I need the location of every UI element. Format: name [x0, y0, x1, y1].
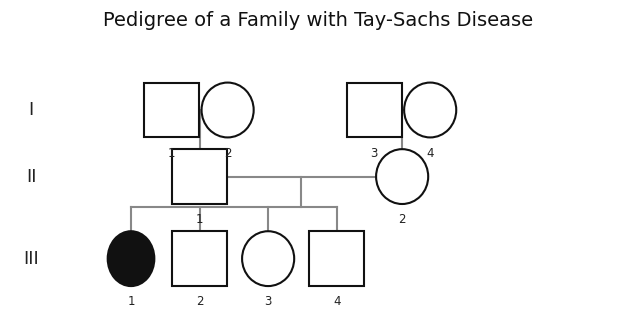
Text: 4: 4 — [427, 147, 434, 160]
Ellipse shape — [107, 231, 155, 286]
Text: 3: 3 — [370, 147, 378, 160]
Text: II: II — [26, 167, 36, 185]
Ellipse shape — [242, 231, 294, 286]
Text: 2: 2 — [398, 213, 406, 226]
Bar — [144, 82, 199, 137]
Text: 2: 2 — [224, 147, 232, 160]
Bar — [309, 231, 364, 286]
Bar — [347, 82, 401, 137]
Ellipse shape — [404, 82, 456, 137]
Text: 1: 1 — [127, 295, 135, 308]
Text: III: III — [24, 250, 39, 268]
Ellipse shape — [376, 149, 428, 204]
Text: 3: 3 — [265, 295, 272, 308]
Text: I: I — [29, 101, 34, 119]
Ellipse shape — [202, 82, 254, 137]
Text: Pedigree of a Family with Tay-Sachs Disease: Pedigree of a Family with Tay-Sachs Dise… — [103, 11, 533, 30]
Text: 1: 1 — [196, 213, 204, 226]
Text: 2: 2 — [196, 295, 204, 308]
Text: 1: 1 — [168, 147, 176, 160]
Text: 4: 4 — [333, 295, 340, 308]
Bar — [172, 149, 227, 204]
Bar — [172, 231, 227, 286]
